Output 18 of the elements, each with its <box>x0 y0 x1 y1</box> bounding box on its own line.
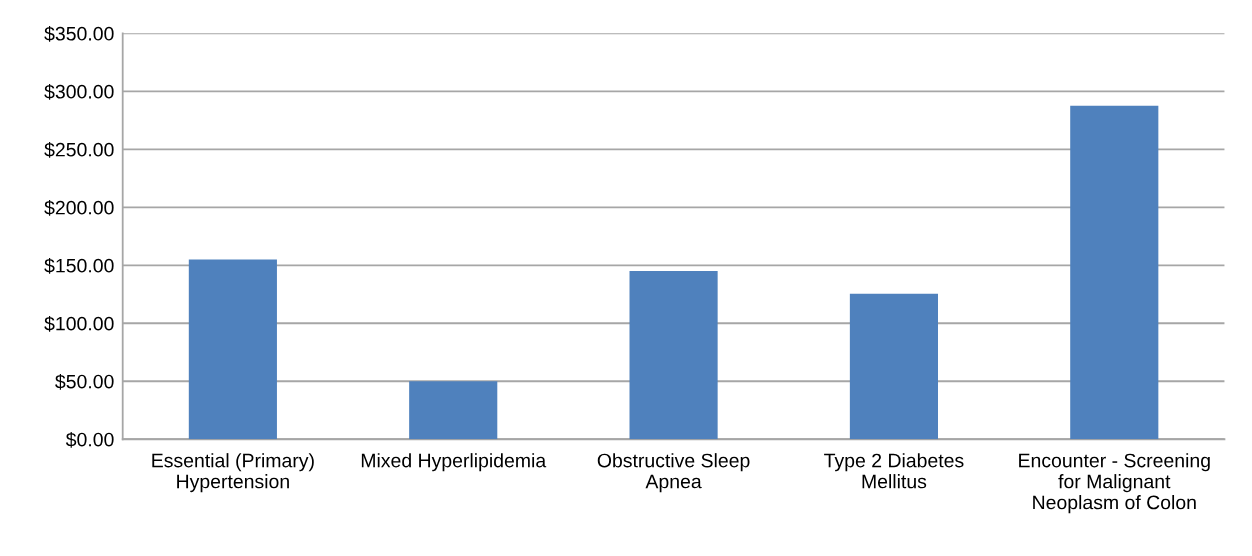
y-tick-label: $150.00 <box>44 257 114 274</box>
bar <box>188 259 277 440</box>
y-tick-label: $200.00 <box>44 199 114 216</box>
x-tick-label: Obstructive Sleep Apnea <box>597 453 750 493</box>
bar <box>629 271 718 440</box>
y-tick-label: $50.00 <box>55 373 114 390</box>
y-tick-label: $300.00 <box>44 83 114 100</box>
x-tick-label: Mixed Hyperlipidemia <box>361 453 547 472</box>
x-tick-label: Type 2 Diabetes Mellitus <box>824 453 964 489</box>
y-tick-label: $350.00 <box>44 26 114 42</box>
y-tick-label: $0.00 <box>65 431 114 448</box>
x-tick-label: Encounter - Screening for Malignant Neoplasm of Colon <box>1019 453 1210 514</box>
bar <box>409 381 498 440</box>
y-tick-label: $100.00 <box>44 315 114 332</box>
x-tick-label: Essential (Primary) Hypertension <box>152 453 314 493</box>
y-tick-label: $250.00 <box>44 141 114 158</box>
bar <box>849 293 938 440</box>
bar <box>1070 105 1159 440</box>
